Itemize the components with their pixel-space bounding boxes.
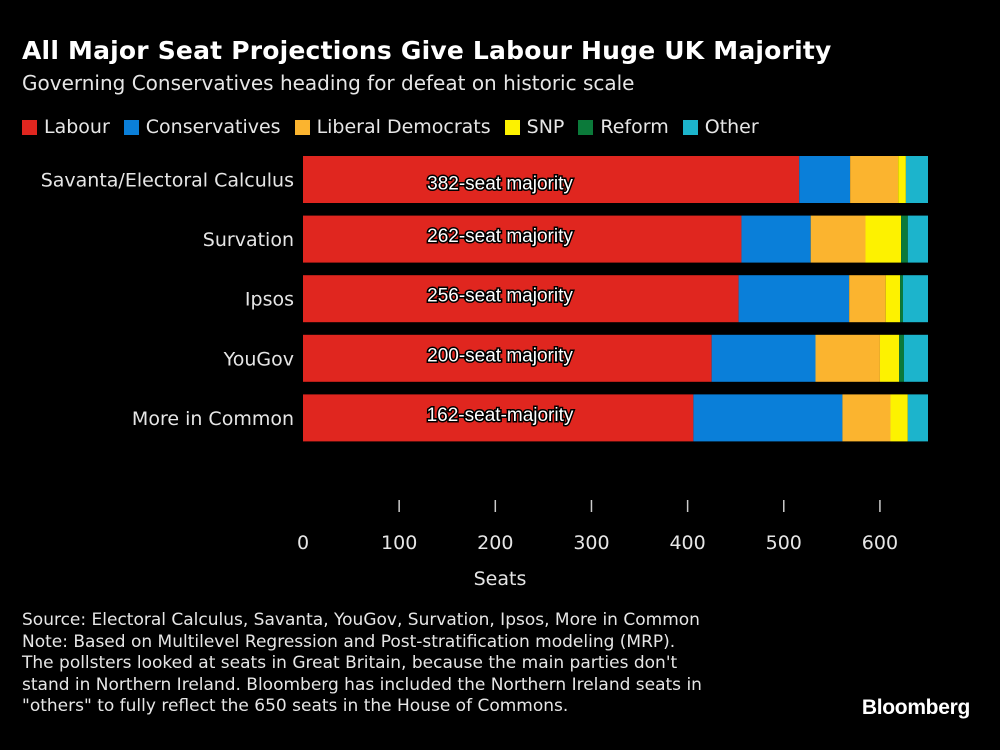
bar-segment-snp: [885, 275, 901, 323]
legend-item: Conservatives: [123, 116, 281, 138]
legend-swatch: [294, 119, 310, 135]
legend-label: Conservatives: [145, 116, 281, 138]
legend-swatch: [504, 119, 520, 135]
legend-label: SNP: [526, 116, 565, 138]
legend: Labour Conservatives Liberal Democrats SNP R…: [22, 116, 759, 138]
bar-segment-conservatives: [741, 215, 811, 263]
bar-segment-other: [907, 394, 928, 442]
bar-segment-labour: [303, 156, 800, 203]
category-label: Savanta/Electoral Calculus: [41, 170, 294, 192]
x-tick-label: 400: [669, 532, 705, 554]
legend-label: Reform: [600, 116, 669, 138]
chart-subtitle: Governing Conservatives heading for defe…: [22, 71, 635, 95]
bloomberg-logo: Bloomberg: [861, 696, 970, 719]
legend-swatch: [123, 119, 139, 135]
x-tick-label: 500: [766, 532, 802, 554]
legend-item: SNP: [504, 116, 565, 138]
legend-item: Reform: [578, 116, 669, 138]
legend-item: Liberal Democrats: [294, 116, 491, 138]
bar-segment-reform: [901, 215, 908, 263]
bar-segment-labour: [303, 334, 712, 382]
bar-segment-liberal-democrats: [849, 275, 886, 323]
note-line: stand in Northern Ireland. Bloomberg has…: [22, 674, 702, 695]
majority-annotation: 382-seat majority: [427, 174, 573, 195]
legend-label: Liberal Democrats: [316, 116, 491, 138]
bar-segment-other: [903, 334, 928, 382]
bar-segment-conservatives: [799, 156, 851, 203]
bar-segment-liberal-democrats: [810, 215, 866, 263]
majority-annotation: 262-seat majority: [427, 226, 573, 247]
bar-segment-other: [903, 275, 928, 323]
bar-segment-labour: [303, 394, 694, 442]
bar-chart: Savanta/Electoral Calculus 382-seat major…: [41, 156, 928, 590]
majority-annotation: 200-seat majority: [427, 345, 573, 366]
x-axis-label: Seats: [474, 568, 527, 590]
legend-label: Other: [704, 116, 759, 138]
majority-annotation: 256-seat majority: [427, 286, 573, 307]
bar-segment-labour: [303, 275, 739, 323]
x-tick-label: 200: [477, 532, 513, 554]
category-label: Ipsos: [245, 289, 294, 311]
category-label: More in Common: [132, 408, 294, 430]
legend-swatch: [578, 119, 594, 135]
bar-segment-reform: [900, 275, 903, 323]
bar-segment-liberal-democrats: [842, 394, 891, 442]
bar-segment-snp: [879, 334, 900, 382]
note-line: Source: Electoral Calculus, Savanta, You…: [22, 610, 700, 630]
bar-segment-other: [907, 215, 928, 263]
legend-item: Labour: [22, 116, 110, 138]
bar-segment-liberal-democrats: [815, 334, 880, 382]
bar-segment-snp: [865, 215, 902, 263]
bar-segment-conservatives: [711, 334, 816, 382]
x-tick-label: 600: [862, 532, 898, 554]
bar-segment-snp: [898, 156, 906, 203]
note-line: The pollsters looked at seats in Great B…: [22, 653, 678, 673]
legend-swatch: [682, 119, 698, 135]
bar-segment-conservatives: [693, 394, 843, 442]
x-tick-label: 0: [297, 532, 309, 554]
x-tick-label: 300: [573, 532, 609, 554]
legend-item: Other: [682, 116, 759, 138]
majority-annotation: 162-seat-majority: [427, 405, 574, 426]
category-label: YouGov: [223, 348, 294, 370]
bar-segment-other: [905, 156, 928, 203]
bar-segment-labour: [303, 215, 742, 263]
source-notes: Source: Electoral Calculus, Savanta, You…: [22, 610, 702, 718]
legend-swatch: [22, 119, 37, 135]
bar-segment-conservatives: [738, 275, 850, 323]
bar-segment-liberal-democrats: [850, 156, 899, 203]
note-line: "others" to fully reflect the 650 seats …: [22, 696, 569, 716]
note-line: Note: Based on Multilevel Regression and…: [22, 631, 676, 652]
legend-label: Labour: [44, 116, 110, 138]
bar-segment-reform: [899, 334, 904, 382]
bar-segment-snp: [890, 394, 908, 442]
category-label: Survation: [203, 229, 294, 251]
chart-title: All Major Seat Projections Give Labour H…: [22, 36, 832, 65]
x-tick-label: 100: [381, 532, 417, 554]
